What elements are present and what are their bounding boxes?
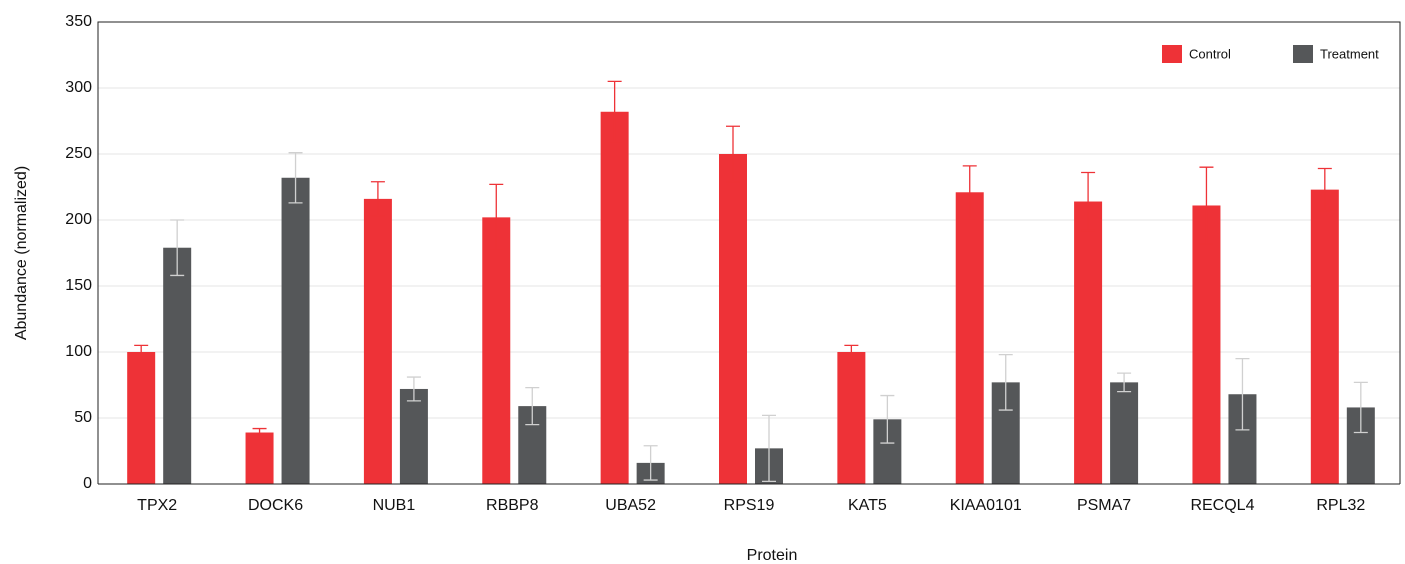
bar [1074, 201, 1103, 484]
y-tick-label: 350 [65, 13, 92, 30]
error-bar [134, 344, 149, 360]
bar [719, 154, 747, 484]
error-bar [489, 183, 504, 252]
error-bar [962, 165, 977, 220]
legend-swatch [1162, 45, 1182, 63]
error-bar [1317, 167, 1332, 212]
bar [127, 352, 156, 484]
error-bar [370, 181, 385, 217]
y-tick-label: 150 [65, 277, 92, 294]
y-tick-label: 200 [65, 211, 92, 228]
x-tick-label: TPX2 [137, 497, 177, 514]
x-tick-label: NUB1 [373, 497, 416, 514]
error-bar [288, 152, 303, 204]
x-tick-label: PSMA7 [1077, 497, 1131, 514]
bar [1110, 382, 1139, 484]
error-bar [1199, 166, 1214, 245]
y-tick-label: 300 [65, 79, 92, 96]
bar [955, 192, 984, 484]
plot-frame [97, 21, 1401, 484]
error-bar [406, 376, 421, 402]
error-bar [525, 386, 540, 426]
bar [399, 388, 428, 484]
legend-label: Treatment [1320, 46, 1379, 61]
y-tick-label: 100 [65, 343, 92, 360]
legend-swatch [1293, 45, 1313, 63]
x-tick-label: RBBP8 [486, 497, 539, 514]
error-bar [170, 219, 185, 277]
error-bar [844, 344, 859, 360]
x-tick-label: KIAA0101 [950, 497, 1022, 514]
error-bar [1353, 381, 1368, 434]
bar [482, 217, 511, 485]
x-tick-label: RECQL4 [1190, 497, 1254, 514]
error-bar [1235, 357, 1250, 431]
y-axis-title: Abundance (normalized) [13, 166, 30, 340]
bar [281, 177, 310, 484]
error-bar [1117, 372, 1132, 393]
error-bar [1081, 171, 1096, 232]
error-bar [643, 445, 658, 481]
bar [837, 352, 866, 484]
bar [1310, 189, 1339, 484]
x-tick-label: UBA52 [605, 497, 656, 514]
y-tick-label: 50 [74, 409, 92, 426]
error-bar [252, 427, 267, 438]
error-bar [762, 414, 776, 483]
bar [163, 247, 192, 484]
error-bar [880, 394, 895, 444]
bar [363, 198, 392, 484]
x-axis-title: Protein [747, 547, 798, 564]
x-tick-label: RPL32 [1316, 497, 1365, 514]
x-tick-label: KAT5 [848, 497, 887, 514]
error-bar [998, 353, 1013, 411]
x-tick-label: DOCK6 [248, 497, 303, 514]
bar [600, 111, 629, 484]
error-bar [726, 125, 740, 183]
bar [1192, 205, 1221, 485]
legend-label: Control [1189, 46, 1231, 61]
y-tick-label: 0 [83, 475, 92, 492]
error-bar [607, 80, 622, 143]
y-tick-label: 250 [65, 145, 92, 162]
x-tick-label: RPS19 [724, 497, 775, 514]
bar [245, 432, 274, 484]
